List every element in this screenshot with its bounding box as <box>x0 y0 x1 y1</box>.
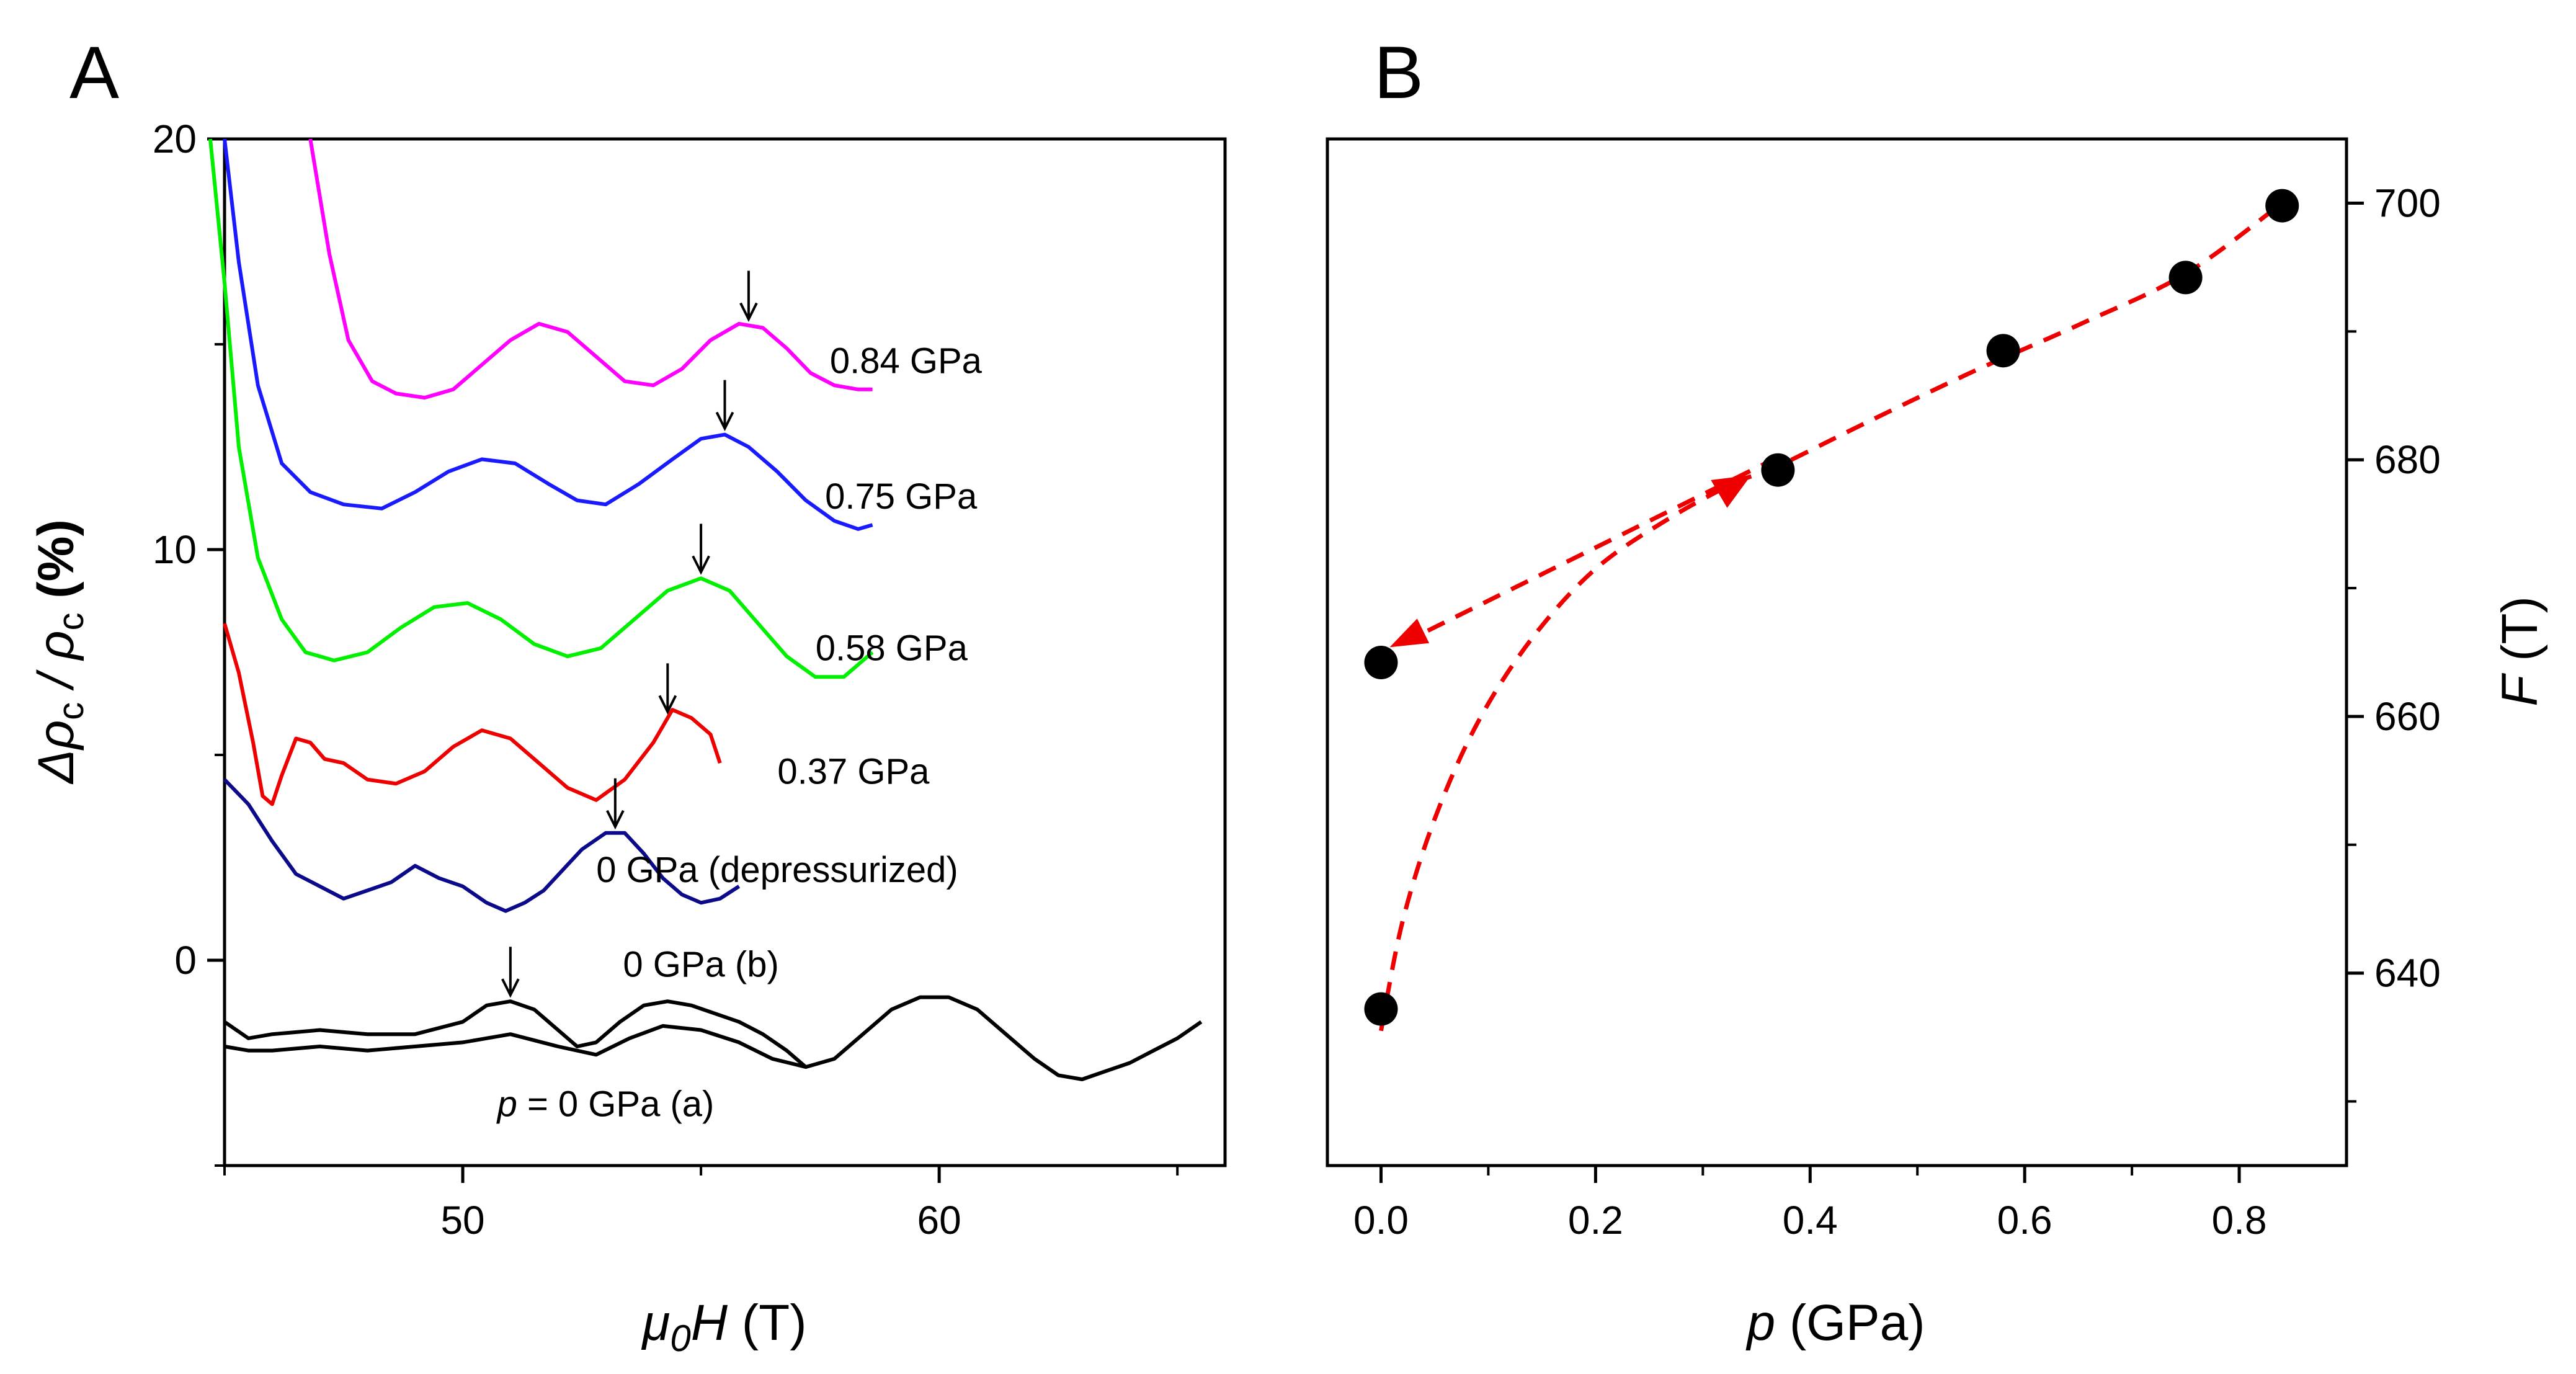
peak-arrow-0-58-gpa <box>692 524 710 575</box>
panel-b-x-tick-label: 0.0 <box>1353 1198 1409 1242</box>
panel-b-chart: 0.0 0.2 0.4 0.6 0.8 640 660 680 700 p (GPa) F (T… <box>1326 137 2548 1351</box>
guide-curve-pressurization <box>1379 201 2284 1032</box>
series-label-0-84-gpa: 0.84 GPa <box>830 341 983 381</box>
series-label-0-37-gpa: 0.37 GPa <box>777 751 930 792</box>
panel-b-y-tick-label: 700 <box>2374 181 2441 225</box>
series-label-0-75-gpa: 0.75 GPa <box>825 476 978 517</box>
panel-a-curve-labels: 0.84 GPa 0.75 GPa 0.58 GPa 0.37 GPa 0 GPa (d… <box>496 341 983 1124</box>
series-line-0-75-gpa <box>223 138 873 531</box>
panel-b-frame <box>1326 137 2348 1167</box>
panel-a-y-tick-label: 0 <box>174 938 197 983</box>
panel-a-y-tick-label: 20 <box>153 117 197 161</box>
series-line-0-gpa-b <box>223 999 808 1069</box>
panel-a-xlabel-sub: 0 <box>670 1318 690 1359</box>
panel-b-x-tick-label: 0.2 <box>1568 1198 1623 1242</box>
series-line-p-0-gpa-a <box>224 995 1203 1081</box>
series-label-0-58-gpa: 0.58 GPa <box>816 628 968 669</box>
panel-b-ticks: 0.0 0.2 0.4 0.6 0.8 640 660 680 700 <box>1353 181 2441 1242</box>
data-point-4 <box>2168 261 2203 295</box>
panel-b-xlabel-var: p <box>1745 1295 1775 1351</box>
series-line-0-37-gpa <box>223 623 722 806</box>
series-label-0-gpa-depressurized: 0 GPa (depressurized) <box>596 850 958 890</box>
data-point-2 <box>1761 453 1795 487</box>
panel-a-x-tick-label: 60 <box>917 1198 961 1242</box>
panel-a-frame <box>223 137 1227 1167</box>
panel-b-x-tick-label: 0.4 <box>1783 1198 1838 1242</box>
panel-a-ticks: 50 60 0 10 20 <box>153 117 1179 1242</box>
peak-arrow-0-37-gpa <box>658 663 677 715</box>
panel-b-x-axis-title: p (GPa) <box>1745 1295 1925 1351</box>
data-point-5 <box>2265 189 2299 223</box>
panel-a-x-tick-label: 50 <box>440 1198 484 1242</box>
panel-a-y-axis-title: Δρc / ρc (%) <box>28 519 91 785</box>
panel-b-ylabel-var: F <box>2492 673 2548 707</box>
panel-b-ylabel-unit: (T) <box>2492 596 2548 675</box>
panel-a-ylabel-slash: / ρ <box>28 631 84 702</box>
series-line-0-84-gpa <box>308 138 873 400</box>
series-line-0-gpa-depressurized <box>223 778 741 913</box>
data-point-1 <box>1364 646 1398 680</box>
panel-b-y-tick-label: 680 <box>2374 437 2441 482</box>
panel-a-xlabel-mu: μ <box>641 1295 670 1351</box>
series-line-0-58-gpa <box>208 138 874 679</box>
panel-a-series <box>208 138 1203 1081</box>
panel-a-ylabel-unit: (%) <box>28 519 84 612</box>
data-point-3 <box>1986 334 2020 368</box>
peak-arrow-0-gpa-b <box>501 947 520 998</box>
data-point-0 <box>1364 992 1398 1026</box>
series-label-0-gpa-b: 0 GPa (b) <box>623 944 778 984</box>
panel-a-xlabel-var: H <box>691 1295 728 1351</box>
panel-b-y-axis-title: F (T) <box>2492 596 2548 707</box>
peak-arrow-0-gpa-depressurized <box>606 778 625 830</box>
panel-a-ylabel-c2: c <box>51 613 91 631</box>
panel-b-xlabel-unit: (GPa) <box>1775 1295 1925 1351</box>
panel-a-ylabel-c1: c <box>51 702 91 720</box>
panel-letter-a: A <box>69 31 119 114</box>
panel-a-x-axis-title: μ0H (T) <box>641 1295 806 1359</box>
panel-b-x-tick-label: 0.6 <box>1997 1198 2052 1242</box>
panel-b-y-tick-label: 640 <box>2374 951 2441 996</box>
panel-a-xlabel-unit: (T) <box>728 1295 806 1351</box>
panel-b-x-tick-label: 0.8 <box>2212 1198 2267 1242</box>
peak-arrow-0-75-gpa <box>715 380 734 432</box>
peak-arrow-0-84-gpa <box>739 270 758 323</box>
panel-b-y-tick-label: 660 <box>2374 694 2441 739</box>
series-label-p-0-gpa-a: p = 0 GPa (a) <box>496 1084 715 1125</box>
panel-a-y-tick-label: 10 <box>153 527 197 572</box>
panel-b-guide-lines <box>1379 201 2284 1032</box>
panel-a-ylabel-delta: Δρ <box>28 720 84 785</box>
panel-a-peak-arrows <box>501 270 758 998</box>
panel-a-chart: 50 60 0 10 20 0.84 GPa 0.75 GPa 0.58 GPa 0.37 G… <box>28 117 1227 1359</box>
guide-arrowhead-down <box>1389 618 1430 648</box>
panel-b-points <box>1364 189 2299 1026</box>
panel-letter-b: B <box>1374 31 1424 114</box>
guide-line-depressurization <box>1413 455 1779 640</box>
